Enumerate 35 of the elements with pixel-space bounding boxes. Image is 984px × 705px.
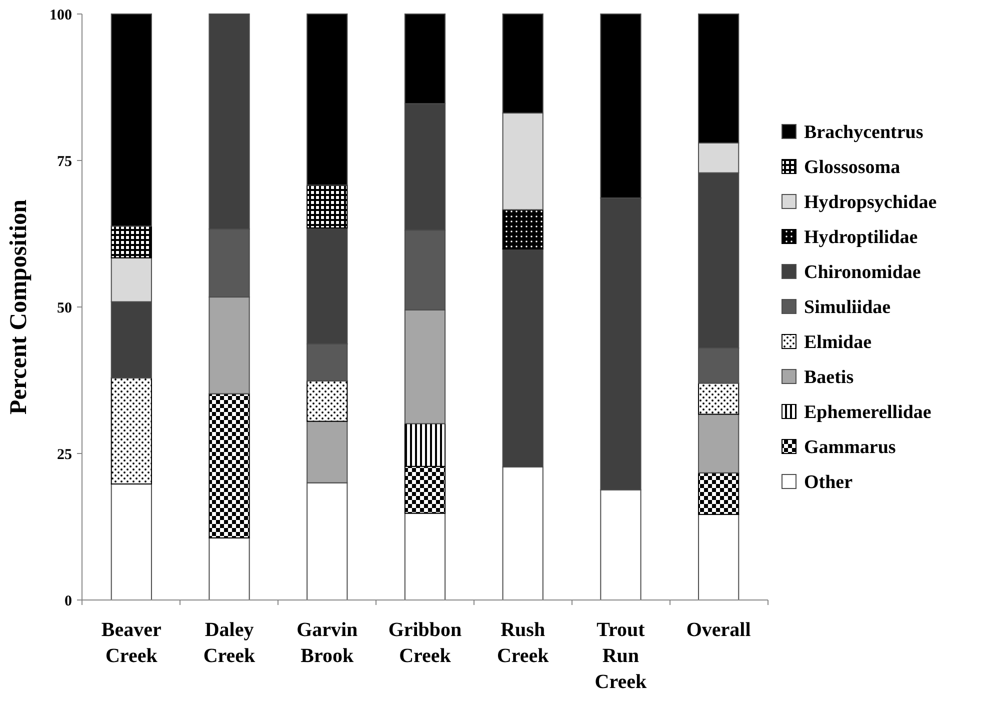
legend-label: Chironomidae: [804, 262, 921, 284]
y-tick-label: 75: [57, 154, 72, 170]
bar: [110, 483, 152, 600]
y-tick-label: 50: [57, 300, 72, 316]
bar: [110, 377, 152, 484]
legend-label: Simuliidae: [804, 297, 891, 318]
x-tick-label: Garvin Brook: [296, 619, 358, 667]
x-tick-label: Beaver Creek: [101, 619, 162, 667]
legend-label: Elmidae: [804, 332, 872, 354]
legend-label: Hydropsychidae: [804, 192, 937, 214]
legend-label: Brachycentrus: [804, 122, 924, 144]
legend-label: Baetis: [804, 367, 854, 388]
x-tick-label: Gribbon Creek: [388, 619, 462, 667]
y-axis-title: Percent Composition: [6, 200, 32, 414]
y-tick-label: 100: [50, 7, 72, 24]
legend-label: Other: [804, 472, 854, 494]
x-tick-label: Rush Creek: [496, 619, 550, 667]
bar: [306, 380, 348, 422]
bar: [404, 512, 446, 600]
bar: [208, 537, 250, 600]
legend-label: Glossosoma: [804, 157, 901, 178]
legend-label: Gammarus: [804, 437, 896, 458]
y-tick-label: 0: [64, 593, 72, 610]
y-tick-label: 25: [57, 446, 72, 463]
bar: [698, 472, 740, 515]
x-tick-label: Trout Run Creek: [594, 619, 648, 693]
bar: [698, 382, 740, 415]
bar: [698, 414, 740, 474]
bar: [502, 209, 544, 250]
bar: [208, 393, 250, 538]
legend-label: Hydroptilidae: [804, 227, 918, 248]
bar: [698, 514, 740, 600]
x-tick-label: Daley Creek: [203, 619, 256, 667]
legend-label: Ephemerellidae: [804, 402, 932, 424]
x-tick-label: Overall: [686, 619, 752, 641]
